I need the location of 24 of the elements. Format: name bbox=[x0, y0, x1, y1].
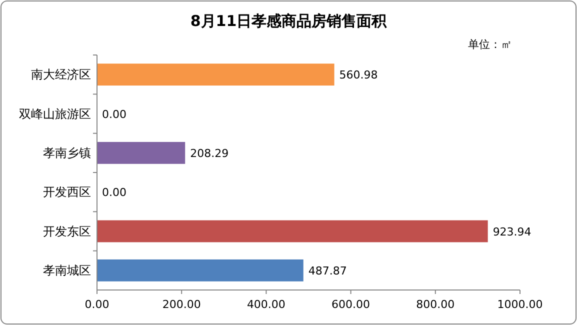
x-tick-label: 1000.00 bbox=[497, 298, 543, 311]
x-tick-label: 0.00 bbox=[84, 298, 110, 311]
data-label: 0.00 bbox=[102, 186, 126, 200]
bar bbox=[97, 142, 186, 164]
data-label: 923.94 bbox=[492, 225, 532, 238]
y-tick-label: 双峰山旅游区 bbox=[19, 106, 91, 121]
text: 单位：㎡ bbox=[468, 38, 512, 51]
data-label: 208.29 bbox=[190, 146, 229, 160]
bar bbox=[97, 259, 304, 282]
y-tick-label: 南大经济区 bbox=[31, 68, 91, 82]
x-tick-label: 600.00 bbox=[332, 298, 370, 311]
chart-title: 8月11日孝感商品房销售面积 bbox=[190, 12, 388, 30]
y-tick-label: 孝南乡镇 bbox=[43, 146, 91, 160]
y-tick-label: 孝南城区 bbox=[43, 263, 91, 278]
x-tick-label: 800.00 bbox=[416, 298, 455, 311]
x-tick-label: 200.00 bbox=[162, 298, 201, 311]
y-tick-label: 开发西区 bbox=[43, 185, 91, 200]
data-label: 560.98 bbox=[339, 68, 378, 82]
bar bbox=[97, 220, 488, 242]
y-tick-label: 开发东区 bbox=[43, 224, 91, 238]
x-tick-label: 400.00 bbox=[246, 298, 286, 311]
bar bbox=[97, 64, 334, 86]
data-label: 487.87 bbox=[308, 264, 347, 278]
data-label: 0.00 bbox=[102, 108, 126, 121]
